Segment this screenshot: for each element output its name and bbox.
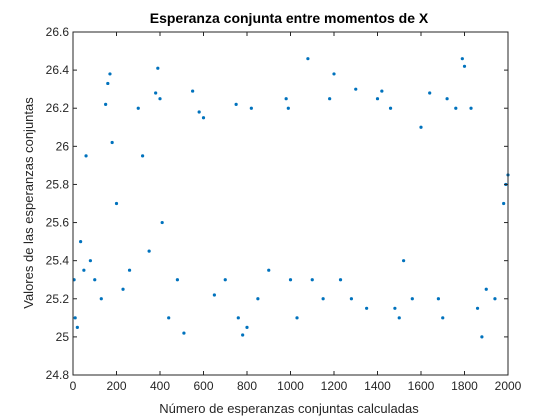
y-tick-label: 25.6 bbox=[46, 216, 70, 230]
x-tick-label: 200 bbox=[106, 379, 126, 393]
x-tick-label: 0 bbox=[70, 379, 77, 393]
data-point bbox=[182, 331, 186, 335]
axes: 0 200 400 600 800 1000 1200 1400 1600 1800 2000 24.… bbox=[46, 25, 522, 393]
data-point bbox=[475, 306, 480, 310]
data-point bbox=[310, 278, 314, 282]
y-axis-label: Valores de las esperanzas conjuntas bbox=[21, 97, 36, 309]
data-point bbox=[267, 268, 271, 272]
data-point bbox=[106, 81, 110, 86]
data-point bbox=[402, 259, 406, 263]
x-axis-label: Número de esperanzas conjuntas calculada… bbox=[159, 401, 419, 416]
x-tick-label: 2000 bbox=[495, 379, 522, 393]
data-point bbox=[84, 154, 88, 158]
data-point bbox=[201, 116, 206, 120]
x-tick-label: 1200 bbox=[321, 379, 348, 393]
y-tick-label: 25.2 bbox=[46, 292, 70, 306]
data-point bbox=[256, 297, 260, 301]
y-tick-label: 26.6 bbox=[46, 25, 70, 39]
data-point bbox=[121, 287, 125, 291]
data-point bbox=[167, 316, 171, 320]
data-point bbox=[295, 316, 299, 320]
data-point bbox=[454, 106, 458, 110]
data-point bbox=[88, 259, 92, 263]
data-point bbox=[82, 268, 86, 272]
data-point bbox=[321, 297, 325, 301]
y-tick-label: 26.2 bbox=[46, 101, 70, 115]
data-point bbox=[79, 240, 83, 244]
data-point bbox=[154, 91, 158, 95]
data-point bbox=[136, 106, 140, 110]
data-point bbox=[306, 57, 310, 61]
data-point bbox=[236, 316, 240, 320]
data-point bbox=[147, 249, 151, 253]
data-point bbox=[175, 278, 179, 282]
data-point bbox=[380, 89, 384, 93]
data-point bbox=[249, 106, 253, 110]
data-point bbox=[197, 110, 201, 114]
data-point bbox=[110, 140, 114, 145]
x-tick-label: 800 bbox=[237, 379, 257, 393]
x-tick-label: 600 bbox=[193, 379, 213, 393]
data-point bbox=[328, 97, 332, 101]
data-point bbox=[104, 102, 108, 107]
data-point bbox=[223, 278, 227, 282]
data-point bbox=[127, 268, 132, 272]
data-point bbox=[286, 106, 290, 110]
data-point bbox=[462, 64, 467, 68]
data-point bbox=[493, 297, 497, 301]
data-point bbox=[469, 106, 473, 110]
data-point bbox=[502, 201, 506, 206]
x-tick-label: 1400 bbox=[364, 379, 391, 393]
data-point bbox=[75, 325, 79, 329]
data-point bbox=[354, 87, 358, 91]
data-point bbox=[445, 97, 449, 101]
y-tick-label: 26.4 bbox=[46, 63, 70, 77]
data-point bbox=[114, 201, 119, 206]
data-point bbox=[410, 297, 414, 301]
data-point bbox=[375, 97, 380, 101]
data-point bbox=[141, 154, 145, 158]
data-point bbox=[436, 297, 440, 301]
data-point bbox=[99, 297, 103, 301]
y-tick-label: 24.8 bbox=[46, 368, 70, 382]
data-point bbox=[393, 306, 397, 310]
y-tick-label: 25.4 bbox=[46, 254, 70, 268]
data-point bbox=[484, 287, 488, 291]
data-point bbox=[419, 125, 423, 129]
data-point bbox=[284, 97, 288, 101]
data-point bbox=[428, 91, 432, 95]
data-point bbox=[480, 335, 484, 339]
data-point bbox=[93, 278, 97, 282]
data-point bbox=[388, 106, 393, 110]
data-point bbox=[212, 293, 216, 297]
x-tick-label: 1600 bbox=[408, 379, 435, 393]
data-point bbox=[245, 325, 249, 329]
x-tick-label: 1000 bbox=[277, 379, 304, 393]
data-point bbox=[397, 316, 401, 320]
data-point bbox=[191, 89, 195, 93]
plot-frame bbox=[72, 31, 509, 376]
data-point bbox=[460, 57, 464, 61]
x-tick-label: 400 bbox=[150, 379, 170, 393]
y-tick-label: 25.8 bbox=[46, 177, 70, 191]
chart-title: Esperanza conjunta entre momentos de X bbox=[150, 10, 429, 26]
data-point bbox=[332, 72, 336, 76]
data-point bbox=[288, 278, 293, 282]
data-point bbox=[365, 306, 369, 310]
data-points bbox=[72, 57, 510, 339]
data-point bbox=[158, 97, 162, 101]
y-tick-label: 25 bbox=[56, 330, 70, 344]
y-tick-label: 26 bbox=[56, 139, 70, 153]
data-point bbox=[234, 102, 238, 107]
data-point bbox=[349, 297, 353, 301]
data-point bbox=[441, 316, 445, 320]
data-point bbox=[160, 220, 164, 225]
data-point bbox=[241, 333, 245, 337]
data-point bbox=[73, 316, 77, 320]
data-point bbox=[108, 72, 112, 76]
data-point bbox=[156, 66, 160, 70]
data-point bbox=[338, 278, 343, 282]
x-tick-label: 1800 bbox=[451, 379, 478, 393]
